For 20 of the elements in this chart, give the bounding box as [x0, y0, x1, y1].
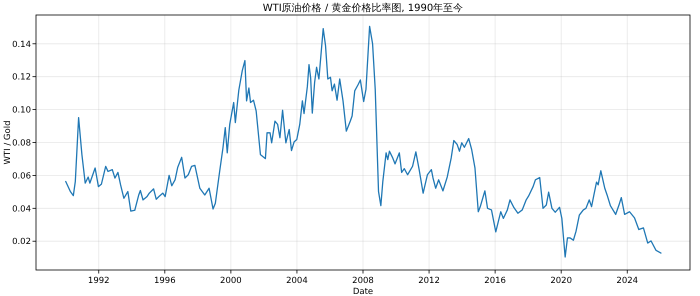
x-tick-label: 2012 — [418, 276, 440, 286]
chart-title: WTI原油价格 / 黄金价格比率图, 1990年至今 — [262, 2, 464, 14]
x-tick-label: 2004 — [286, 276, 308, 286]
x-tick-label: 1996 — [154, 276, 176, 286]
y-tick-label: 0.06 — [12, 171, 31, 182]
y-tick-label: 0.14 — [12, 40, 31, 50]
x-tick-label: 2000 — [220, 276, 242, 286]
y-tick-label: 0.08 — [12, 138, 31, 148]
y-tick-label: 0.04 — [12, 204, 31, 214]
x-tick-label: 2016 — [484, 276, 506, 286]
x-tick-label: 2020 — [550, 276, 572, 286]
y-tick-label: 0.12 — [12, 72, 31, 83]
y-tick-label: 0.10 — [12, 106, 31, 116]
y-axis-title: WTI / Gold — [3, 120, 13, 164]
x-tick-label: 2024 — [616, 276, 638, 286]
line-series — [65, 26, 662, 258]
x-axis-title: Date — [352, 287, 374, 296]
x-tick-label: 1992 — [88, 276, 110, 286]
x-tick-label: 2008 — [352, 276, 374, 286]
y-tick-label: 0.02 — [12, 237, 31, 248]
